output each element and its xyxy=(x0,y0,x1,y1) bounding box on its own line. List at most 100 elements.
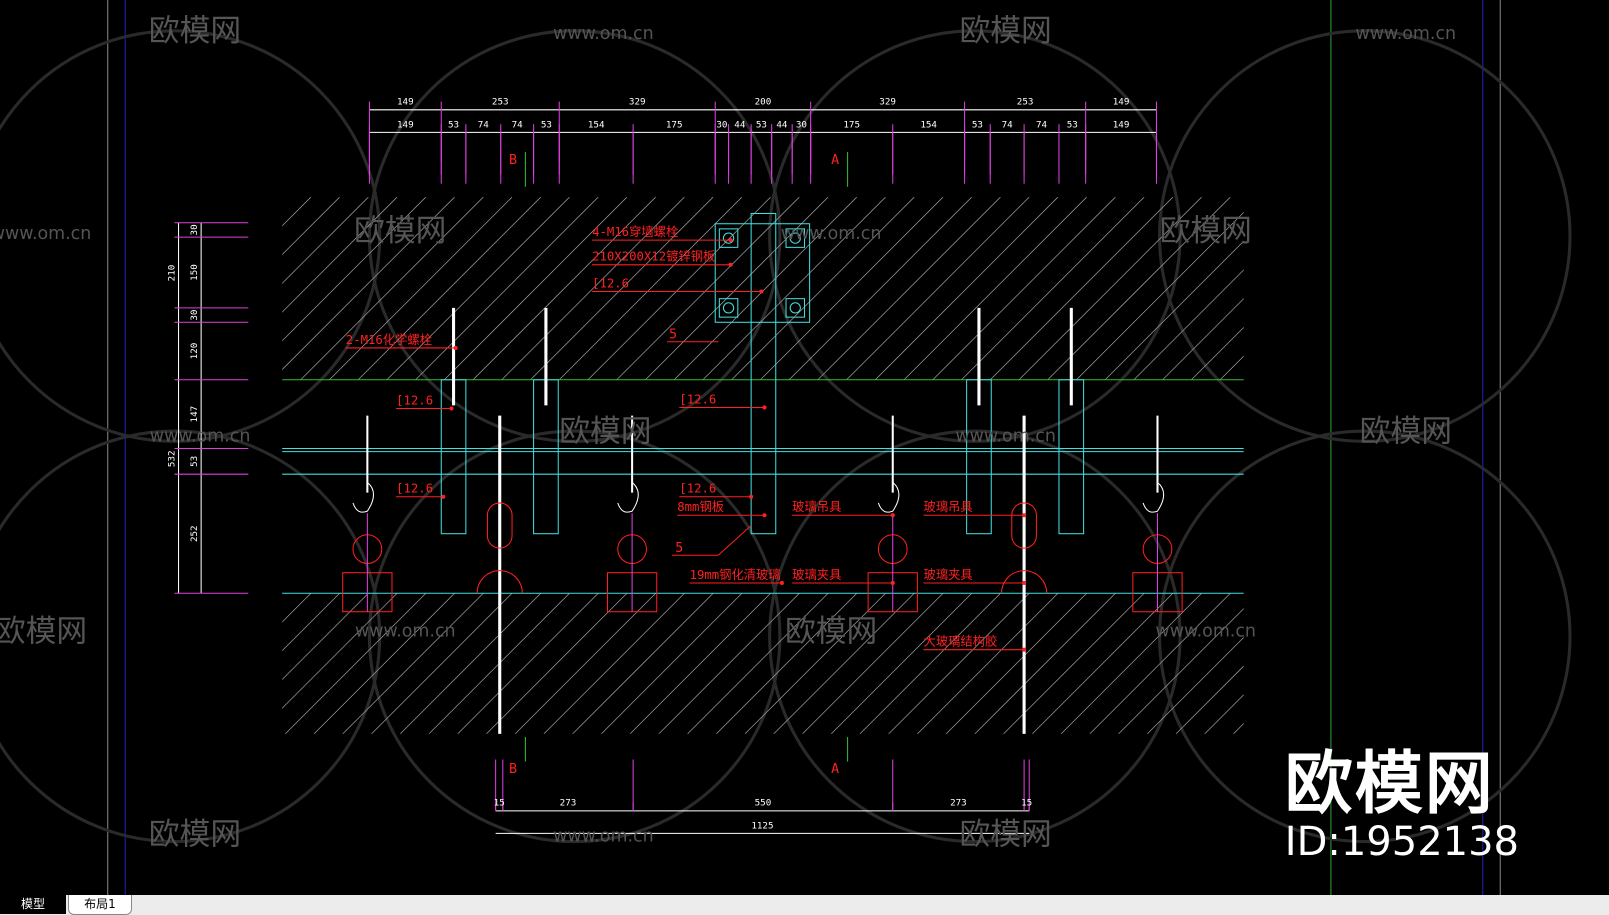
logo-watermark: 欧模网 ID:1952138 xyxy=(1284,745,1519,865)
bolt-icon xyxy=(789,232,801,244)
cad-drawing: B B A A 149 253 329 200 329 253 149 149 53 74 74 53 154 1… xyxy=(0,0,1572,895)
weld-symbol-low: 5 xyxy=(675,541,683,556)
fin-clamp xyxy=(1011,502,1037,549)
top-dim-row2-value: 30 xyxy=(716,119,727,130)
hook xyxy=(1142,482,1165,513)
watermark-arc xyxy=(768,29,1182,443)
watermark-arc xyxy=(1158,429,1572,844)
hook xyxy=(617,482,639,513)
tab-layout1[interactable]: 布局1 xyxy=(68,895,132,915)
annotation-sealant: 大玻璃结构胶 xyxy=(924,634,998,649)
leader-dot xyxy=(762,405,767,410)
leader-line xyxy=(717,525,752,556)
top-dim-row2-value: 149 xyxy=(397,119,414,130)
hatch-pattern xyxy=(282,197,1244,380)
bolt-nut xyxy=(718,228,739,248)
leader-dot xyxy=(728,262,733,267)
watermark-url: www.om.cn xyxy=(781,224,882,244)
bottom-dim-value: 273 xyxy=(560,798,577,809)
layout-tabs: 模型 布局1 xyxy=(0,895,1609,915)
axis-label-b: B xyxy=(509,762,517,777)
watermark-url: www.om.cn xyxy=(553,24,654,44)
hatch-pattern xyxy=(282,593,1244,734)
bolt-nut xyxy=(785,228,806,248)
watermark-brand: 欧模网 xyxy=(0,613,87,649)
left-dim-value: 147 xyxy=(189,406,200,423)
left-dim-value: 150 xyxy=(189,264,200,281)
watermark-brand: 欧模网 xyxy=(354,213,446,249)
leader-dot xyxy=(453,345,458,350)
top-dim-row2-value: 30 xyxy=(796,119,807,130)
left-dim-value: 120 xyxy=(189,343,200,360)
top-dim-row2-value: 74 xyxy=(1036,119,1048,130)
top-dim-row2-value: 175 xyxy=(666,119,683,130)
watermark-url: www.om.cn xyxy=(355,621,456,641)
top-dim-row2-value: 44 xyxy=(776,119,788,130)
bolt-icon xyxy=(722,302,735,314)
hook xyxy=(877,482,900,513)
annotation-clamp1: 玻璃夹具 xyxy=(792,568,841,582)
top-dim-row2-value: 53 xyxy=(756,119,767,130)
axis-label-a: A xyxy=(831,153,839,168)
top-dim-row2-value: 154 xyxy=(920,119,937,130)
leader-dot xyxy=(1022,580,1027,586)
annotation-plate: 210X200X12镀锌钢板 xyxy=(592,249,715,264)
annotation-steel-plate: 8mm钢板 xyxy=(677,500,724,514)
watermark-url: www.om.cn xyxy=(1155,621,1256,641)
axis-label-a: A xyxy=(831,762,839,777)
bolt-nut xyxy=(718,298,739,318)
tab-model[interactable]: 模型 xyxy=(0,895,66,914)
bolt-nut xyxy=(785,298,806,318)
annotation-hanger1: 玻璃吊具 xyxy=(792,500,841,514)
top-dim-row1-value: 329 xyxy=(629,97,646,108)
annotation-channel-low: [12.6 xyxy=(679,482,716,496)
left-dim-value: 30 xyxy=(189,310,200,321)
bolt-icon xyxy=(789,302,801,314)
watermark-brand: 欧模网 xyxy=(559,413,651,449)
watermark-brand: 欧模网 xyxy=(959,817,1051,853)
fin-shoe xyxy=(476,570,523,594)
leader-dot xyxy=(762,513,767,518)
left-dim-value: 252 xyxy=(189,525,200,542)
top-dim-row2-value: 44 xyxy=(734,119,746,130)
bottom-dim-value: 550 xyxy=(755,798,772,809)
annotation-chem-bolt: 2-M16化学螺栓 xyxy=(346,332,432,347)
leader-dot xyxy=(441,494,446,499)
bottom-dim-value: 15 xyxy=(494,798,505,809)
leader-dot xyxy=(1022,513,1027,518)
top-dim-row2-value: 175 xyxy=(843,119,860,130)
watermark-url: www.om.cn xyxy=(1356,24,1457,44)
logo-name: 欧模网 xyxy=(1284,745,1495,824)
left-dim-value: 30 xyxy=(189,224,200,235)
weld-symbol-top: 5 xyxy=(669,328,677,343)
leader-dot xyxy=(449,406,454,411)
steel-post xyxy=(750,212,777,535)
watermark-brand: 欧模网 xyxy=(149,13,241,49)
watermark-url: www.om.cn xyxy=(150,426,251,446)
annotation-channel-mid: [12.6 xyxy=(679,392,716,406)
top-dim-row2-value: 53 xyxy=(541,119,552,130)
watermark-arc xyxy=(367,429,782,844)
bottom-dim-value: 15 xyxy=(1021,798,1032,809)
top-dim-row2-value: 149 xyxy=(1113,119,1130,130)
top-dim-row2-value: 53 xyxy=(448,119,459,130)
hook xyxy=(352,482,375,513)
watermark-arc xyxy=(1158,29,1572,443)
top-dim-row1-value: 149 xyxy=(397,97,414,108)
watermark-arc xyxy=(768,429,1182,844)
watermark-url: www.om.cn xyxy=(553,827,654,847)
base-plate xyxy=(714,223,811,323)
top-dim-row2-value: 53 xyxy=(972,119,983,130)
top-dim-row1-value: 329 xyxy=(879,97,896,108)
watermark-brand: 欧模网 xyxy=(785,613,877,649)
annotation-bolts-through: 4-M16穿墙螺栓 xyxy=(592,224,678,239)
bolt-icon xyxy=(722,232,735,244)
watermark-brand: 欧模网 xyxy=(1360,413,1452,449)
annotation-channel-top: [12.6 xyxy=(592,276,629,290)
watermark-arc xyxy=(367,29,782,443)
axis-label-b: B xyxy=(509,153,517,168)
annotation-clamp2: 玻璃夹具 xyxy=(924,568,973,582)
top-dim-row2-value: 74 xyxy=(478,119,490,130)
leader-dot xyxy=(779,580,784,586)
leader-dot xyxy=(890,513,895,518)
